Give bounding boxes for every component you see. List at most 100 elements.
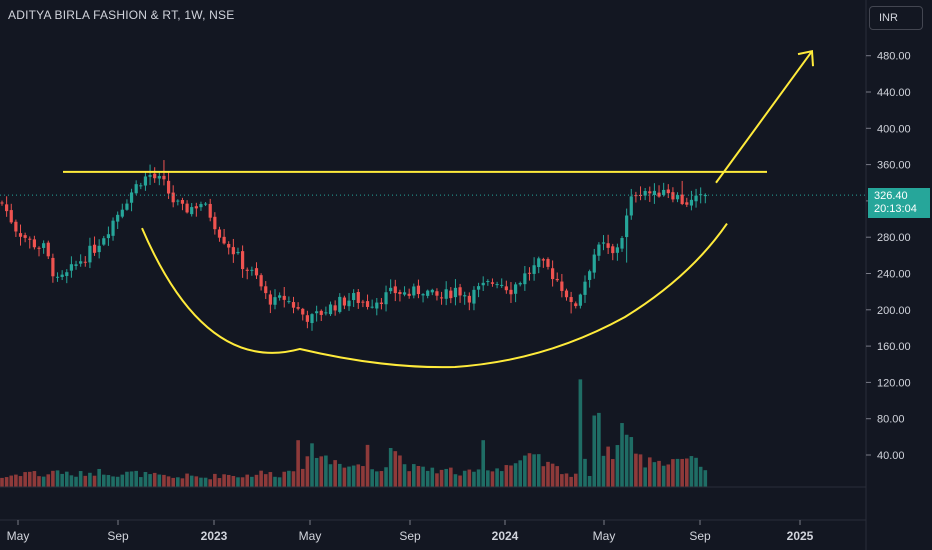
- candle-body: [222, 236, 226, 244]
- volume-bar: [282, 471, 287, 487]
- candle-body: [675, 195, 680, 200]
- candle-body: [18, 233, 23, 237]
- volume-bar: [0, 477, 4, 487]
- volume-bar: [610, 459, 615, 487]
- candle-body: [537, 258, 541, 268]
- candle-body: [14, 221, 18, 232]
- candle-body: [51, 257, 55, 277]
- volume-bar: [74, 476, 78, 487]
- volume-bar: [143, 471, 148, 487]
- volume-bar: [439, 469, 444, 487]
- candle-body: [375, 302, 379, 309]
- candle-body: [592, 254, 596, 273]
- candle-body: [597, 244, 601, 256]
- volume-bar: [560, 474, 564, 487]
- candle-body: [97, 245, 101, 253]
- time-tick-label: 2023: [201, 529, 228, 543]
- price-tick-label: 120.00: [877, 377, 911, 389]
- volume-bar: [597, 412, 601, 487]
- candle-body: [509, 289, 513, 295]
- time-tick-label: Sep: [689, 529, 711, 543]
- candle-body: [213, 216, 217, 230]
- volume-bar: [37, 476, 41, 487]
- candle-body: [125, 203, 129, 210]
- volume-bar: [157, 474, 162, 487]
- volume-bar: [652, 462, 657, 487]
- candle-body: [65, 272, 69, 276]
- volume-bar: [407, 471, 411, 487]
- time-tick-label: May: [593, 529, 616, 543]
- currency-button[interactable]: INR: [869, 6, 923, 30]
- candle-body: [203, 203, 208, 205]
- candle-body: [426, 290, 430, 296]
- volume-bar: [51, 470, 55, 487]
- volume-bar: [671, 459, 675, 487]
- volume-bar: [541, 466, 546, 487]
- candles: [0, 160, 707, 331]
- volume-bar: [634, 453, 638, 487]
- volume-bar: [337, 463, 342, 487]
- volume-bar: [9, 475, 14, 487]
- candle-body: [342, 297, 346, 306]
- candle-body: [315, 311, 319, 314]
- volume-bar: [185, 473, 189, 487]
- candle-body: [287, 301, 291, 303]
- volume-bar: [14, 474, 18, 487]
- candle-body: [648, 191, 652, 194]
- volume-bar: [444, 468, 448, 487]
- candle-body: [166, 180, 171, 194]
- volume-bar: [300, 468, 305, 487]
- volume-bar: [430, 467, 435, 487]
- volume-bar: [550, 463, 555, 487]
- volume-bar: [638, 454, 643, 487]
- volume-bar: [449, 467, 453, 487]
- candle-body: [370, 306, 374, 308]
- candle-body: [518, 283, 522, 285]
- last-price-badge: 326.40 20:13:04: [868, 188, 930, 218]
- candle-body: [23, 235, 27, 238]
- candle-body: [689, 199, 694, 206]
- volume-bar: [476, 469, 481, 487]
- candle-body: [680, 194, 684, 204]
- candle-body: [666, 189, 670, 194]
- candle-body: [513, 284, 518, 294]
- candle-body: [88, 245, 92, 263]
- volume-bar: [129, 471, 134, 487]
- candle-body: [264, 286, 268, 294]
- candle-body: [157, 176, 161, 179]
- candle-body: [185, 203, 189, 213]
- candle-body: [453, 287, 458, 298]
- volume-bar: [78, 471, 83, 487]
- candle-body: [685, 202, 689, 205]
- time-tick-label: Sep: [107, 529, 129, 543]
- volume-bar: [481, 440, 486, 487]
- candle-body: [217, 229, 222, 238]
- candle-body: [60, 274, 64, 277]
- candle-body: [467, 295, 471, 303]
- candle-body: [546, 259, 550, 267]
- candle-body: [620, 238, 624, 249]
- volume-bar: [504, 465, 509, 487]
- volume-bar: [41, 476, 46, 487]
- volume-bar: [532, 454, 536, 487]
- price-tick-label: 360.00: [877, 160, 911, 172]
- volume-bar: [703, 470, 708, 487]
- candle-body: [463, 295, 467, 297]
- volume-bar: [675, 458, 680, 487]
- candle-body: [259, 275, 263, 287]
- candle-body: [254, 268, 259, 276]
- volume-bar: [458, 475, 462, 487]
- candle-body: [657, 192, 661, 197]
- volume-bar: [208, 479, 213, 487]
- candle-body: [106, 234, 111, 239]
- volume-bar: [287, 470, 291, 487]
- candle-body: [551, 268, 555, 280]
- candle-body: [338, 296, 342, 312]
- volume-bar: [379, 471, 384, 487]
- volume-bar: [361, 466, 365, 487]
- volume-bar: [120, 474, 125, 487]
- candle-body: [476, 286, 481, 290]
- candle-body: [319, 310, 323, 315]
- volume-bar: [615, 445, 620, 487]
